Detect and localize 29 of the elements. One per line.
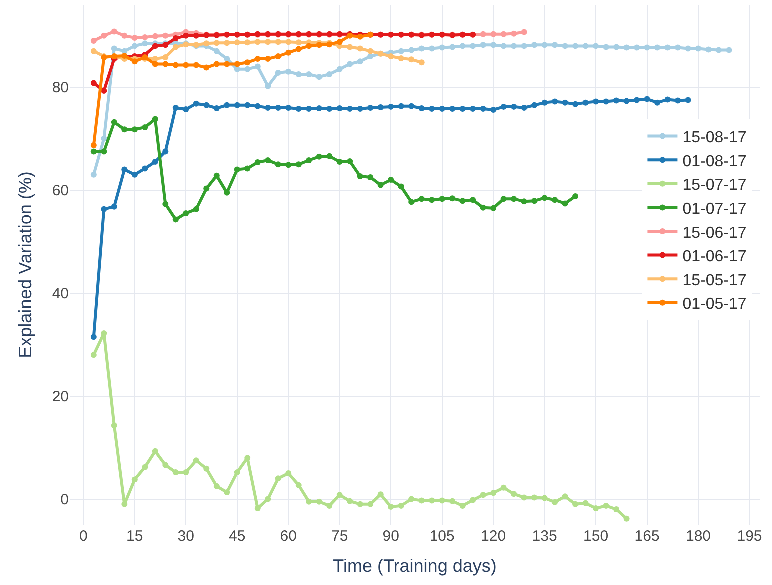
x-tick-label: 45: [229, 528, 246, 545]
legend-label: 15-05-17: [682, 272, 747, 290]
x-tick-label: 180: [686, 528, 712, 545]
y-tick-label: 20: [52, 388, 69, 406]
x-tick-label: 90: [382, 528, 400, 545]
x-tick-label: 165: [634, 528, 660, 545]
legend-label: 01-08-17: [682, 153, 747, 170]
y-tick-label: 80: [52, 80, 69, 97]
y-tick-label: 60: [52, 182, 69, 200]
legend-label: 01-07-17: [682, 200, 747, 218]
x-tick-label: 120: [481, 528, 506, 545]
x-tick-label: 60: [280, 528, 297, 545]
legend-label: 01-06-17: [682, 248, 747, 266]
legend-label: 15-07-17: [682, 177, 747, 194]
legend-label: 15-08-17: [682, 130, 747, 147]
y-axis-title: Explained Variation (%): [16, 172, 36, 358]
legend-label: 15-06-17: [682, 224, 747, 242]
x-tick-label: 105: [430, 528, 455, 545]
x-tick-label: 150: [584, 528, 609, 545]
x-axis-title: Time (Training days): [333, 556, 497, 576]
x-tick-label: 15: [126, 528, 144, 545]
x-tick-label: 135: [532, 528, 558, 545]
x-tick-label: 0: [79, 528, 88, 545]
x-tick-label: 30: [178, 528, 194, 545]
y-tick-label: 0: [60, 492, 69, 509]
x-tick-label: 195: [737, 528, 762, 545]
legend-label: 01-05-17: [682, 296, 747, 314]
x-tick-label: 75: [332, 528, 348, 545]
y-tick-label: 40: [52, 286, 69, 303]
